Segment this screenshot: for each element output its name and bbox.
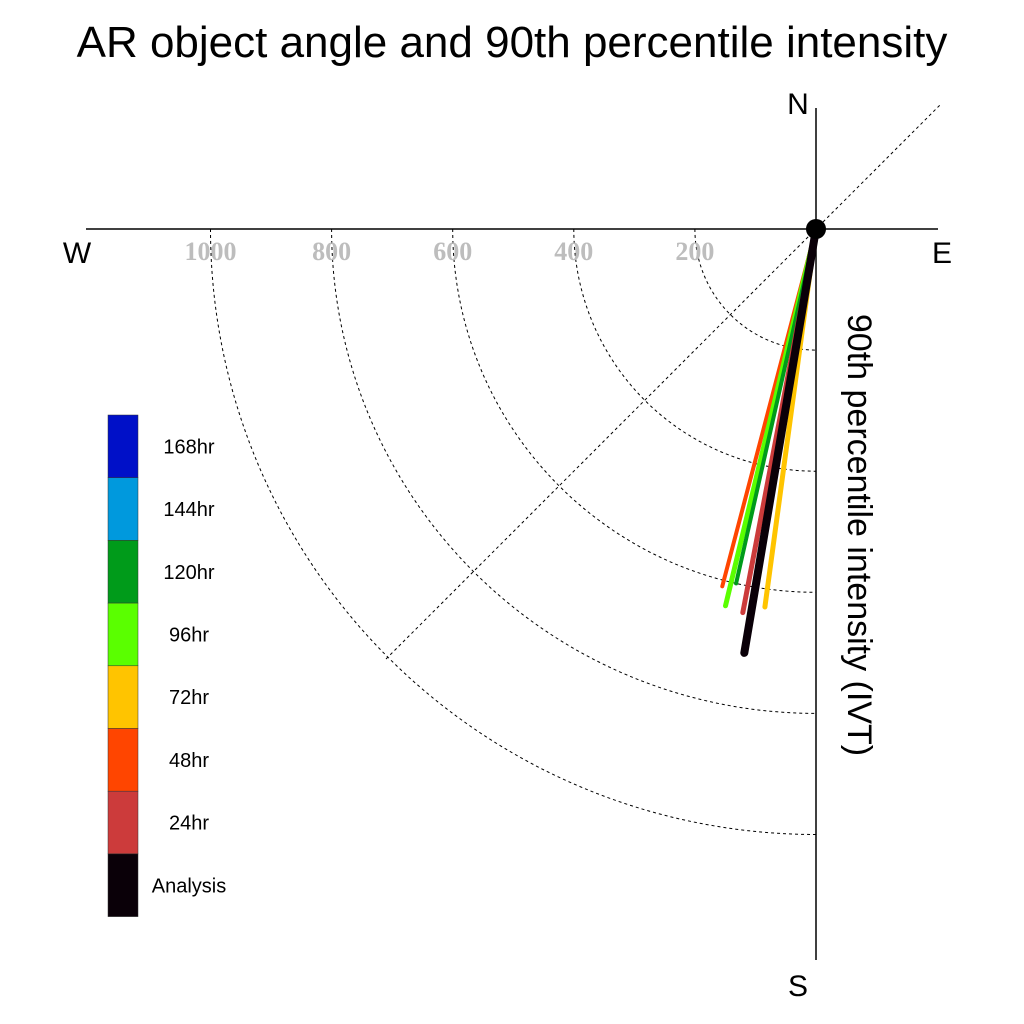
ring-label-1000: 1000 [185, 237, 237, 266]
legend-label-96hr: 96hr [169, 625, 209, 647]
ring-1000 [210, 228, 817, 835]
forecast-vectors [720, 225, 820, 657]
ring-label-800: 800 [312, 237, 351, 266]
legend-label-24hr: 24hr [169, 813, 209, 835]
diagonal-reference-line [385, 104, 941, 660]
legend-label-120hr: 120hr [163, 562, 214, 584]
ring-600 [452, 228, 817, 593]
intensity-ring-labels: 200 400 600 800 1000 [185, 237, 715, 266]
ring-label-400: 400 [554, 237, 593, 266]
vector-analysis [740, 225, 820, 657]
legend-swatch-120hr [107, 540, 139, 604]
legend-swatch-144hr [107, 477, 139, 541]
compass-south: S [788, 970, 808, 1003]
legend-label-48hr: 48hr [169, 750, 209, 772]
compass-east: E [932, 237, 952, 270]
ring-label-200: 200 [675, 237, 714, 266]
legend-label-168hr: 168hr [163, 436, 214, 458]
intensity-rings [210, 228, 817, 835]
legend-label-144hr: 144hr [163, 499, 214, 521]
legend-label-72hr: 72hr [169, 687, 209, 709]
compass-west: W [63, 237, 92, 270]
legend-swatch-96hr [107, 602, 139, 667]
chart-title: AR object angle and 90th percentile inte… [77, 18, 948, 67]
legend-label-analysis: Analysis [152, 875, 226, 897]
legend: 168hr 144hr 120hr 96hr 72hr 48hr 24hr Analysis [107, 414, 226, 917]
y-axis-label: 90th percentile intensity (IVT) [840, 314, 878, 756]
origin-marker [806, 219, 826, 239]
legend-swatch-analysis [107, 853, 139, 917]
legend-swatch-168hr [107, 414, 139, 478]
ring-label-600: 600 [433, 237, 472, 266]
legend-swatch-72hr [107, 665, 139, 729]
legend-swatch-48hr [107, 728, 139, 792]
compass-north: N [787, 88, 809, 121]
legend-swatch-24hr [107, 790, 139, 855]
ring-800 [331, 228, 817, 714]
